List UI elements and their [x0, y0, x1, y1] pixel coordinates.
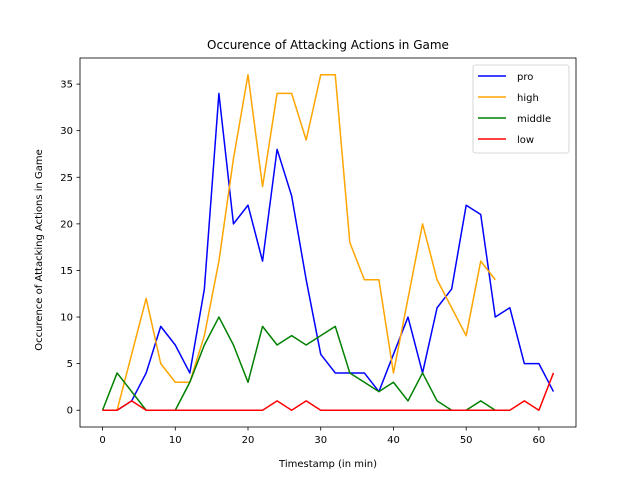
- x-tick-label: 10: [169, 435, 182, 446]
- y-tick-label: 35: [60, 80, 73, 91]
- y-tick-label: 5: [67, 359, 73, 370]
- y-tick-label: 25: [60, 173, 73, 184]
- legend-label-high: high: [517, 93, 539, 104]
- x-axis-label: Timestamp (in min): [278, 459, 377, 470]
- legend-label-low: low: [517, 135, 534, 146]
- y-axis-label: Occurence of Attacking Actions in Game: [34, 149, 45, 351]
- x-tick-label: 40: [387, 435, 400, 446]
- legend-label-pro: pro: [517, 72, 533, 83]
- series-layer: [101, 74, 555, 411]
- y-tick-label: 20: [60, 219, 73, 230]
- y-tick-label: 15: [60, 266, 73, 277]
- y-tick-label: 0: [67, 406, 73, 417]
- chart-title: Occurence of Attacking Actions in Game: [207, 38, 449, 52]
- series-line-low: [102, 372, 555, 411]
- x-tick-label: 30: [314, 435, 327, 446]
- y-tick-label: 30: [60, 126, 73, 137]
- axes-layer: 0 10 20 30 40 50 60 0 5 10 15 20 25 30 35: [60, 57, 577, 446]
- x-tick-label: 60: [533, 435, 546, 446]
- legend-box: [472, 64, 570, 154]
- series-line-high: [102, 74, 496, 411]
- x-tick-label: 20: [242, 435, 255, 446]
- y-tick-label: 10: [60, 313, 73, 324]
- plot-frame: [79, 57, 577, 428]
- x-tick-label: 0: [99, 435, 105, 446]
- legend: pro high middle low: [472, 64, 570, 154]
- series-line-pro: [102, 92, 555, 411]
- x-tick-label: 50: [460, 435, 473, 446]
- legend-label-middle: middle: [517, 114, 551, 125]
